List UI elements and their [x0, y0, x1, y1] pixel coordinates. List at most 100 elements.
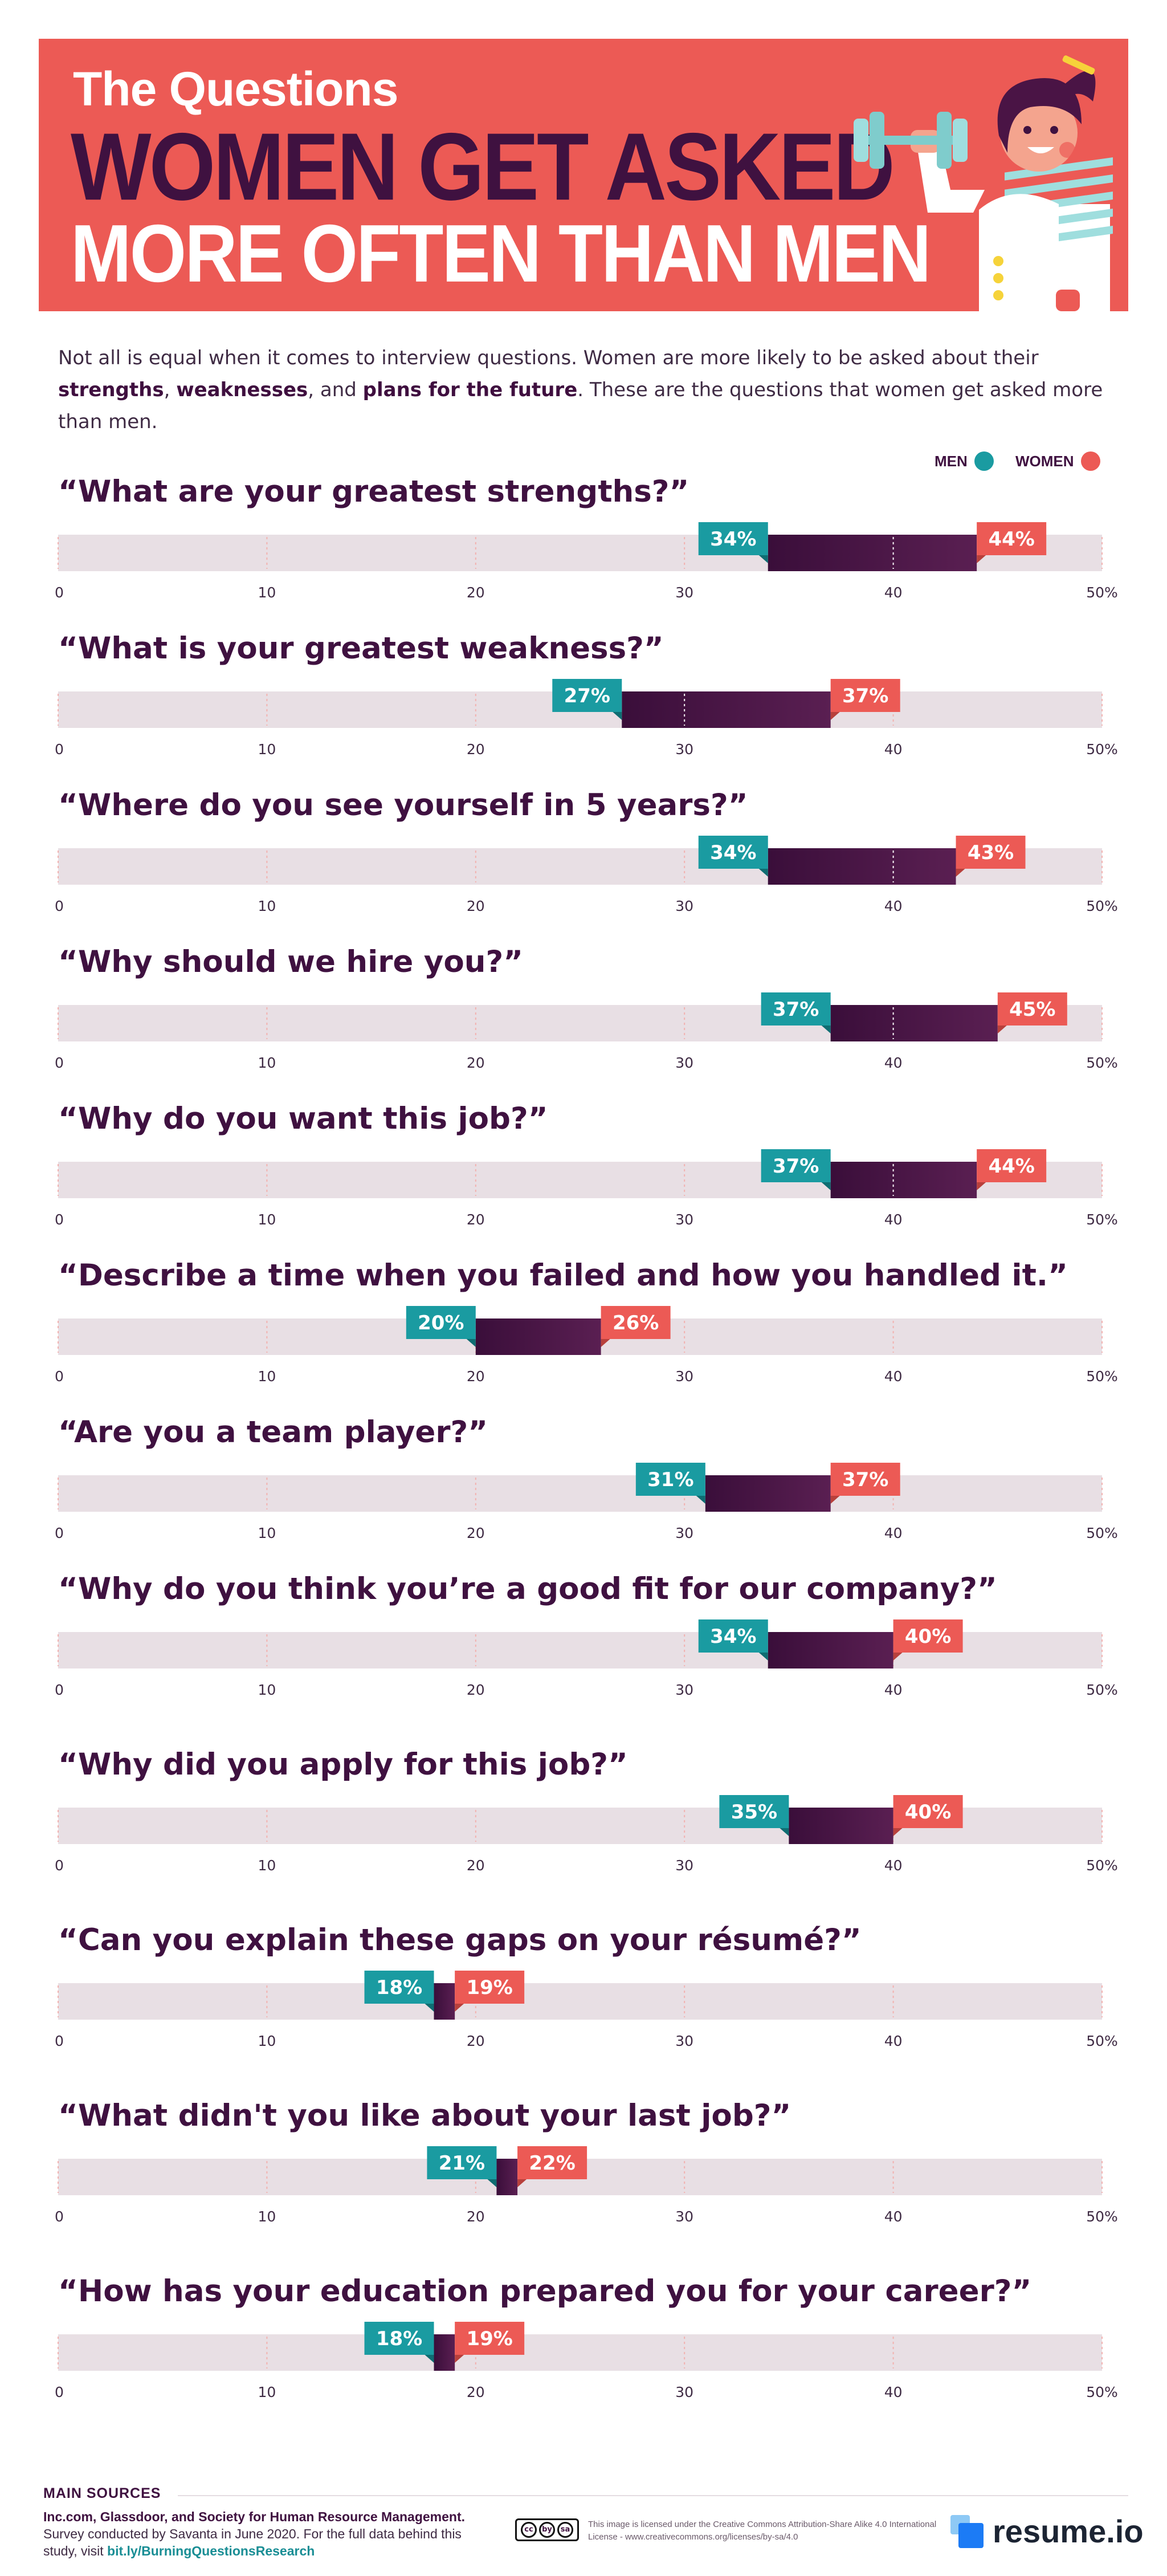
tick-label: 50%	[1086, 1857, 1118, 1874]
tick-label: 10	[258, 1368, 276, 1385]
range-bar	[830, 1005, 998, 1041]
tick-label: 10	[258, 1525, 276, 1541]
tick-label: 30	[675, 1525, 693, 1541]
intro-strengths: strengths	[58, 379, 164, 401]
tick-label: 30	[675, 1682, 693, 1698]
tick-label: 30	[675, 584, 693, 601]
range-bar	[496, 2159, 518, 2195]
men-value-label: 34%	[710, 1625, 756, 1648]
tick-label: 10	[258, 1682, 276, 1698]
men-tag-fold	[758, 869, 768, 877]
women-tag-fold	[893, 1653, 903, 1661]
legend-women: WOMEN	[1015, 451, 1100, 471]
women-tag-fold	[455, 2004, 464, 2012]
range-bar	[434, 1983, 455, 2020]
men-tag-fold	[758, 555, 768, 563]
men-value-label: 34%	[710, 528, 756, 551]
men-value-label: 31%	[647, 1468, 693, 1491]
tick-label: 50%	[1086, 2033, 1118, 2049]
men-tag-fold	[780, 1828, 789, 1836]
women-value-tag	[997, 992, 1067, 1025]
tick-label: 30	[675, 1368, 693, 1385]
question-title: “Are you a team player?”	[58, 1415, 488, 1450]
tick-label: 50%	[1086, 741, 1118, 758]
question-title: “How has your education prepared you for…	[58, 2274, 1031, 2309]
tick-label: 40	[884, 1368, 903, 1385]
brand-logo[interactable]: resume.io	[950, 2513, 1144, 2550]
women-value-label: 37%	[842, 1468, 888, 1491]
range-bar	[789, 1808, 893, 1844]
women-value-label: 40%	[905, 1625, 951, 1648]
sources-body: Survey conducted by Savanta in June 2020…	[43, 2526, 462, 2558]
tick-label: 0	[55, 1368, 64, 1385]
tick-label: 10	[258, 584, 276, 601]
tick-label: 10	[258, 1857, 276, 1874]
sources-link[interactable]: bit.ly/BurningQuestionsResearch	[107, 2544, 315, 2558]
tick-label: 20	[467, 1857, 485, 1874]
tick-label: 10	[258, 1055, 276, 1071]
intro-text: Not all is equal when it comes to interv…	[58, 347, 1039, 369]
women-value-tag	[830, 1463, 900, 1496]
tick-label: 0	[55, 584, 64, 601]
tick-label: 20	[467, 2033, 485, 2049]
women-value-tag	[977, 522, 1047, 555]
sources-bold: Inc.com, Glassdoor, and Society for Huma…	[43, 2509, 466, 2524]
legend-men-label: MEN	[935, 452, 968, 470]
question-title: “Why should we hire you?”	[58, 945, 523, 979]
question-title: “Can you explain these gaps on your résu…	[58, 1923, 862, 1958]
header-banner: The Questions WOMEN GET ASKED MORE OFTEN…	[39, 39, 1128, 311]
tick-label: 50%	[1086, 1211, 1118, 1228]
sources-text: Inc.com, Glassdoor, and Society for Huma…	[43, 2508, 488, 2559]
women-value-label: 19%	[466, 2327, 512, 2350]
tick-label: 40	[884, 584, 903, 601]
women-tag-fold	[893, 1828, 903, 1836]
header-line-3: MORE OFTEN THAN MEN	[71, 208, 931, 300]
tick-label: 30	[675, 1211, 693, 1228]
women-tag-fold	[956, 869, 965, 877]
range-bar	[434, 2334, 455, 2371]
tick-label: 50%	[1086, 898, 1118, 914]
men-value-tag	[761, 1149, 831, 1182]
tick-label: 0	[55, 2033, 64, 2049]
tick-label: 20	[467, 1055, 485, 1071]
tick-label: 30	[675, 2033, 693, 2049]
tick-label: 40	[884, 2384, 903, 2400]
women-tag-fold	[830, 1496, 840, 1504]
intro-text: . These are the questions that women get…	[58, 379, 1103, 433]
tick-label: 20	[467, 741, 485, 758]
men-tag-fold	[425, 2355, 434, 2363]
women-value-label: 19%	[466, 1976, 512, 1999]
tick-label: 40	[884, 1857, 903, 1874]
women-value-label: 44%	[988, 1155, 1034, 1178]
tick-label: 40	[884, 2208, 903, 2225]
women-tag-fold	[601, 1339, 610, 1347]
tick-label: 30	[675, 1055, 693, 1071]
men-value-tag	[698, 522, 768, 555]
range-bar	[475, 1318, 601, 1355]
men-tag-fold	[425, 2004, 434, 2012]
tick-label: 50%	[1086, 1682, 1118, 1698]
bar-track	[58, 1475, 1102, 1512]
tick-label: 0	[55, 2208, 64, 2225]
tick-label: 20	[467, 898, 485, 914]
tick-label: 30	[675, 2208, 693, 2225]
range-bar	[622, 691, 831, 728]
women-value-label: 44%	[988, 528, 1034, 551]
men-value-label: 37%	[773, 1155, 819, 1178]
women-value-tag	[893, 1795, 963, 1828]
tick-label: 40	[884, 2033, 903, 2049]
intro-paragraph: Not all is equal when it comes to interv…	[58, 342, 1118, 438]
range-bar	[830, 1162, 977, 1198]
tick-label: 20	[467, 2208, 485, 2225]
tick-label: 30	[675, 2384, 693, 2400]
tick-label: 40	[884, 1525, 903, 1541]
women-value-label: 26%	[613, 1312, 659, 1334]
women-tag-fold	[977, 555, 986, 563]
creative-commons-badge-icon[interactable]: cc by sa	[515, 2518, 579, 2541]
tick-label: 0	[55, 1055, 64, 1071]
tick-label: 10	[258, 2033, 276, 2049]
tick-label: 40	[884, 741, 903, 758]
tick-label: 20	[467, 2384, 485, 2400]
tick-label: 20	[467, 1368, 485, 1385]
